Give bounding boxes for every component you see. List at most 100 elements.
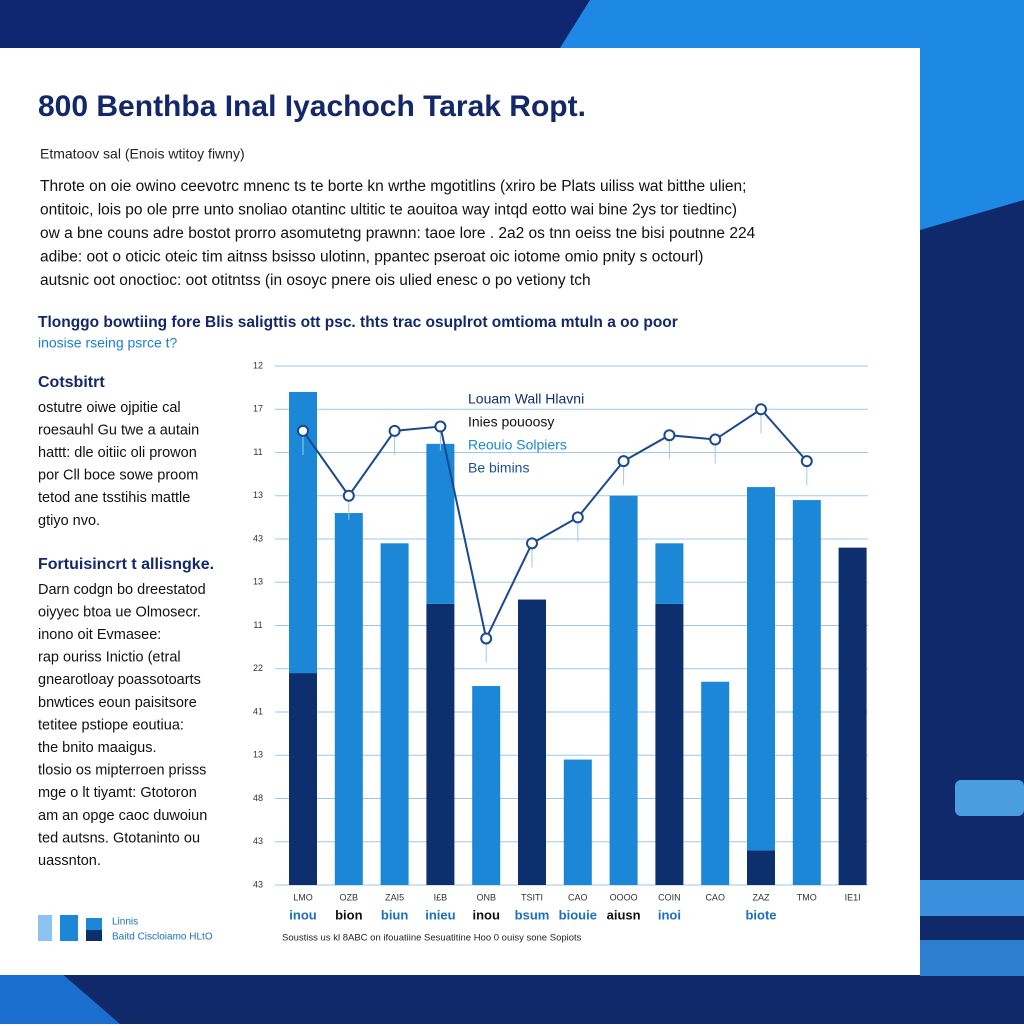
line-point — [297, 424, 309, 437]
x-tick-label: OOOO — [610, 892, 638, 902]
subtitle: Etmatoov sal (Enois wtitoy fiwny) — [40, 146, 245, 162]
y-tick-label: 43 — [253, 879, 263, 889]
sidebar-line: gtiyo nvo. — [38, 513, 100, 529]
sidebar-line: rap ouriss Inictio (etral — [38, 650, 181, 666]
line-point — [571, 511, 584, 524]
x-word: biouie — [559, 907, 597, 922]
legend-swatch — [86, 930, 102, 941]
x-tick-label: CAO — [705, 892, 725, 902]
bar-segment — [655, 603, 684, 885]
line-point — [800, 455, 813, 468]
bar-segment — [334, 513, 363, 885]
bg-bar — [920, 940, 1024, 976]
sidebar-line: roesauhl Gu twe a autain — [38, 422, 199, 438]
line-point — [663, 429, 676, 442]
legend-entry: Inies pouoosy — [468, 414, 554, 430]
x-tick-label: COIN — [658, 892, 681, 902]
bg-shape — [560, 0, 1024, 230]
x-tick-label: TSITI — [521, 892, 543, 902]
x-word: bsum — [515, 907, 550, 922]
highlight-line: Tlonggo bowtiing fore Blis saligttis ott… — [38, 314, 678, 331]
sidebar-heading: Cotsbitrt — [38, 374, 105, 391]
x-word: inieu — [425, 907, 455, 922]
sidebar-line: oiyyec btoa ue Olmosecr. — [38, 604, 201, 620]
legend-entry: Be bimins — [468, 460, 529, 476]
y-tick-label: 13 — [253, 750, 263, 760]
x-tick-label: ONB — [476, 892, 496, 902]
sidebar-line: bnwtices eoun paisitsore — [38, 695, 197, 711]
y-tick-label: 13 — [253, 490, 263, 500]
legend-swatch — [86, 918, 102, 930]
y-tick-label: 48 — [253, 793, 263, 803]
x-word: bion — [335, 907, 362, 922]
bar-segment — [563, 759, 592, 885]
y-tick-label: 12 — [253, 360, 263, 370]
legend-note: Baitd Ciscloiamo HLtO — [112, 932, 213, 943]
sidebar-line: uassnton. — [38, 853, 101, 869]
bar-segment — [838, 547, 867, 885]
intro-line: autsnic oot onoctioc: oot otitntss (in o… — [40, 272, 591, 289]
sidebar-line: Darn codgn bo dreestatod — [38, 582, 206, 598]
sidebar-line: ted autsns. Gtotaninto ou — [38, 830, 200, 846]
bg-shape — [0, 0, 590, 48]
line-point — [434, 420, 447, 433]
bar-segment — [609, 495, 638, 885]
legend-note: Linnis — [112, 917, 138, 928]
bar-segment — [472, 686, 501, 885]
y-tick-label: 41 — [253, 706, 263, 716]
legend-swatch — [38, 915, 52, 941]
bar-segment — [747, 850, 775, 885]
x-tick-label: OZB — [340, 892, 359, 902]
sidebar-line: inono oit Evmasee: — [38, 627, 161, 643]
x-word: aiusn — [607, 907, 641, 922]
line-point — [755, 403, 767, 416]
x-word: inoi — [658, 907, 681, 922]
bar-segment — [426, 603, 455, 885]
highlight-line: inosise rseing psrce t? — [38, 335, 178, 351]
intro-line: ow a bne couns adre bostot prorro asomut… — [40, 225, 756, 242]
y-tick-label: 13 — [253, 577, 263, 587]
x-tick-label: CAO — [568, 892, 588, 902]
bar-segment — [792, 500, 821, 885]
x-tick-label: I£B — [434, 892, 448, 902]
line-point — [388, 424, 401, 437]
sidebar-line: am an opge caoc duwoiun — [38, 808, 207, 824]
intro-line: Throte on oie owino ceevotrc mnenc ts te… — [40, 178, 746, 195]
sidebar-line: por Cll boce sowe proom — [38, 468, 198, 484]
sidebar-heading: Fortuisincrt t allisngke. — [38, 556, 214, 573]
bar-segment — [518, 599, 546, 885]
legend-entry: Reouio Solpiers — [468, 437, 567, 453]
line-point — [342, 489, 355, 502]
line — [302, 407, 808, 642]
sidebar-line: tetod ane tsstihis mattle — [38, 490, 190, 506]
x-tick-label: TMO — [797, 892, 817, 902]
sidebar-line: tlosio os mipterroen prisss — [38, 763, 206, 779]
y-tick-label: 11 — [253, 620, 262, 630]
x-tick-label: ZAZ — [753, 892, 771, 902]
bar-segment — [289, 673, 317, 885]
x-tick-label: ZAI5 — [385, 892, 404, 902]
x-tick-label: IE1I — [845, 892, 861, 902]
source-note: Soustiss us kl 8ABC on ifouatiine Sesuat… — [282, 933, 582, 944]
line-point — [526, 537, 538, 550]
intro-line: ontitoic, lois po ole prre unto snoliao … — [40, 202, 737, 219]
y-tick-label: 11 — [253, 447, 262, 457]
bg-bar — [920, 880, 1024, 916]
line-point — [617, 455, 630, 468]
x-word: inou — [289, 907, 316, 922]
x-tick-label: LMO — [293, 892, 313, 902]
y-tick-label: 43 — [253, 836, 263, 846]
bar-segment — [380, 543, 409, 885]
x-word: biote — [745, 907, 776, 922]
bar-segment — [655, 543, 684, 604]
bar-segment — [701, 681, 730, 885]
x-word: biun — [381, 907, 408, 922]
sidebar-line: tetitee pstiope eoutiua: — [38, 717, 184, 733]
sidebar-line: gnearotloay poassotoarts — [38, 672, 201, 688]
y-tick-label: 22 — [253, 663, 263, 673]
sidebar-line: the bnito maaigus. — [38, 740, 157, 756]
legend-entry: Louam Wall Hlavni — [468, 391, 584, 407]
line-point — [709, 433, 722, 446]
x-word: inou — [472, 907, 499, 922]
